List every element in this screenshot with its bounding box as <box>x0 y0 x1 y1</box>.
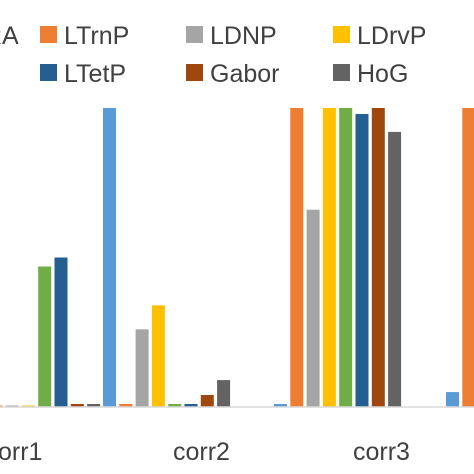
legend: RA LTrnP LDNP LDrvP LTetP Gabor HoG <box>0 22 426 88</box>
legend-swatch-ltetp <box>40 64 57 81</box>
bars-group <box>0 108 474 408</box>
bar-ltetp-cat2 <box>355 114 369 407</box>
x-tick-labels: orr1 corr2 corr3 <box>0 438 410 466</box>
bar-ltrnp-cat3 <box>462 108 474 407</box>
legend-swatch-hog <box>333 64 350 81</box>
bar-hog-cat2 <box>388 131 402 407</box>
bar-series4-cat1 <box>168 404 182 407</box>
bar-hog-cat1 <box>217 380 231 407</box>
legend-label-ltrnp: LTrnP <box>64 22 129 50</box>
bar-ra-cat3 <box>446 392 459 408</box>
legend-label-ltetp: LTetP <box>64 60 126 88</box>
bar-ltetp-cat1 <box>184 404 198 407</box>
bar-ldrvp-cat2 <box>322 108 336 407</box>
legend-swatch-ldnp <box>186 26 203 43</box>
legend-label-gabor: Gabor <box>210 60 279 88</box>
bar-ltrnp-cat1 <box>119 404 133 407</box>
bar-ldrvp-cat1 <box>151 305 165 407</box>
bar-gabor-cat0 <box>70 404 84 407</box>
legend-label-ldnp: LDNP <box>210 22 277 50</box>
x-tick-label-2: corr3 <box>353 438 410 466</box>
legend-label-ra: RA <box>0 22 19 50</box>
bar-ltetp-cat0 <box>54 257 68 407</box>
bar-ra-cat2 <box>274 404 287 407</box>
legend-label-ldrvp: LDrvP <box>357 22 426 50</box>
x-tick-label-0: orr1 <box>0 438 42 466</box>
legend-swatch-ldrvp <box>333 26 350 43</box>
bar-series4-cat0 <box>38 266 52 407</box>
x-tick-label-1: corr2 <box>173 438 230 466</box>
bar-hog-cat0 <box>87 404 101 407</box>
bar-series4-cat2 <box>339 108 353 407</box>
bar-gabor-cat2 <box>371 108 385 407</box>
bar-ra-cat1 <box>103 108 116 407</box>
legend-swatch-gabor <box>186 64 203 81</box>
legend-swatch-ltrnp <box>40 26 57 43</box>
legend-label-hog: HoG <box>357 60 408 88</box>
bar-ldnp-cat2 <box>306 209 320 407</box>
bar-gabor-cat1 <box>200 395 214 407</box>
bar-ldnp-cat1 <box>135 329 149 407</box>
bar-ltrnp-cat2 <box>290 108 304 407</box>
